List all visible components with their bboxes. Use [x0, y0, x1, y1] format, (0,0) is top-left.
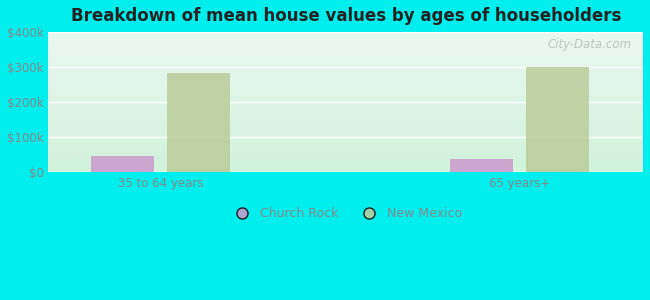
Title: Breakdown of mean house values by ages of householders: Breakdown of mean house values by ages o… — [71, 7, 621, 25]
Text: City-Data.com: City-Data.com — [547, 38, 631, 51]
Legend: Church Rock, New Mexico: Church Rock, New Mexico — [225, 202, 467, 225]
Bar — [526, 67, 589, 172]
Bar — [450, 159, 513, 172]
Bar — [167, 73, 230, 172]
Bar — [91, 156, 154, 172]
